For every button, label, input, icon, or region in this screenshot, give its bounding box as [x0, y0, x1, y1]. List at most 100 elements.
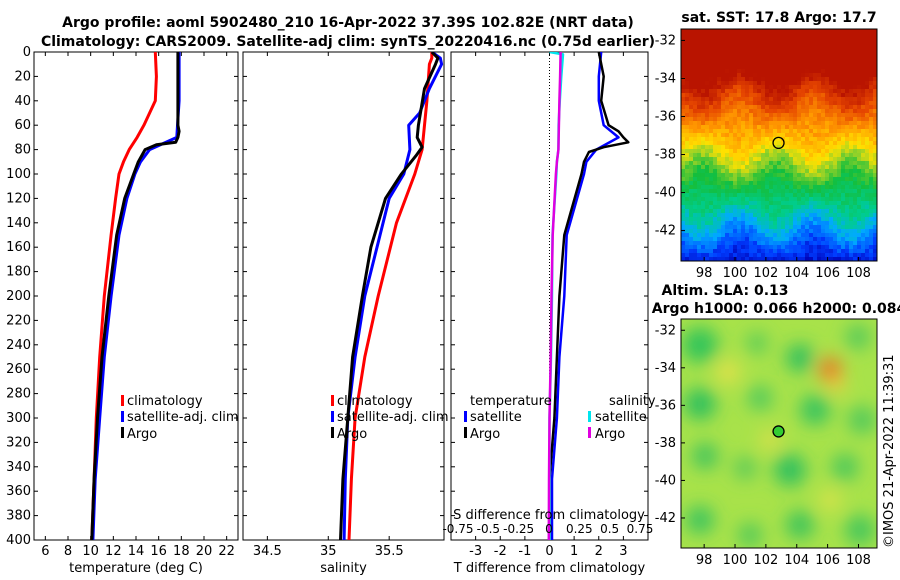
legend-swatch-t-satellite [464, 411, 467, 422]
sst-cell [821, 45, 826, 50]
sst-cell [809, 137, 814, 142]
sst-cell [697, 213, 702, 218]
sst-cell [869, 109, 874, 114]
sst-cell [709, 185, 714, 190]
sst-cell [717, 161, 722, 166]
sst-cell [809, 33, 814, 38]
sst-cell [777, 109, 782, 114]
sla-anomaly-blob [748, 386, 772, 410]
sst-cell [857, 181, 862, 186]
sst-cell [765, 125, 770, 130]
sst-cell [689, 257, 694, 262]
sst-cell [765, 245, 770, 250]
sst-cell [693, 97, 698, 102]
sst-cell [857, 149, 862, 154]
sst-map: sat. SST: 17.8 Argo: 17.798 100 102 104 106 1… [655, 10, 878, 281]
sst-cell [821, 109, 826, 114]
sst-cell [753, 141, 758, 146]
sst-cell [697, 249, 702, 254]
sst-cell [829, 105, 834, 110]
sst-cell [813, 53, 818, 58]
sst-cell [825, 181, 830, 186]
sst-cell [781, 105, 786, 110]
sst-cell [777, 193, 782, 198]
sst-cell [869, 149, 874, 154]
sst-cell [753, 89, 758, 94]
sst-cell [733, 253, 738, 258]
sst-cell [801, 137, 806, 142]
sst-cell [833, 89, 838, 94]
sst-cell [717, 29, 722, 34]
sst-cell [821, 165, 826, 170]
sst-cell [721, 137, 726, 142]
sst-cell [797, 245, 802, 250]
sst-cell [853, 241, 858, 246]
sst-cell [785, 225, 790, 230]
sst-cell [833, 169, 838, 174]
sst-cell [693, 73, 698, 78]
legend-swatch-climatology [331, 395, 334, 406]
sst-cell [849, 153, 854, 158]
sst-cell [801, 161, 806, 166]
sst-cell [817, 85, 822, 90]
sst-cell [729, 81, 734, 86]
sst-cell [689, 217, 694, 222]
sst-cell [821, 93, 826, 98]
sst-cell [817, 209, 822, 214]
sst-cell [793, 57, 798, 62]
sst-cell [861, 185, 866, 190]
sst-cell [801, 217, 806, 222]
sst-cell [737, 37, 742, 42]
x-tick-label: 3 [619, 544, 627, 559]
sst-cell [737, 81, 742, 86]
sst-cell [841, 197, 846, 202]
sst-cell [825, 133, 830, 138]
sst-cell [717, 185, 722, 190]
sst-cell [837, 137, 842, 142]
sst-cell [757, 133, 762, 138]
sst-cell [701, 93, 706, 98]
sst-cell [709, 29, 714, 34]
sst-cell [869, 217, 874, 222]
sst-heatmap [681, 29, 878, 262]
x-tick-label: 12 [105, 544, 122, 559]
sst-cell [733, 77, 738, 82]
sst-cell [697, 121, 702, 126]
sst-cell [805, 61, 810, 66]
sst-cell [789, 241, 794, 246]
sst-cell [761, 53, 766, 58]
sst-cell [805, 233, 810, 238]
sst-cell [793, 105, 798, 110]
sst-cell [853, 253, 858, 258]
sst-cell [801, 45, 806, 50]
sst-cell [853, 61, 858, 66]
sst-cell [745, 173, 750, 178]
sst-cell [733, 121, 738, 126]
sst-cell [845, 49, 850, 54]
sst-cell [793, 69, 798, 74]
sst-cell [833, 109, 838, 114]
sst-cell [817, 213, 822, 218]
sst-cell [857, 229, 862, 234]
sst-cell [869, 133, 874, 138]
sst-cell [717, 149, 722, 154]
sst-cell [709, 161, 714, 166]
sst-cell [801, 93, 806, 98]
sst-cell [705, 221, 710, 226]
sst-cell [741, 117, 746, 122]
sst-cell [689, 137, 694, 142]
sst-cell [733, 117, 738, 122]
sst-cell [777, 89, 782, 94]
sst-cell [853, 249, 858, 254]
sst-cell [833, 213, 838, 218]
sst-cell [829, 237, 834, 242]
sst-cell [765, 137, 770, 142]
sst-cell [849, 93, 854, 98]
sst-cell [761, 165, 766, 170]
sst-cell [785, 125, 790, 130]
sst-cell [697, 253, 702, 258]
sst-cell [813, 73, 818, 78]
sst-cell [801, 41, 806, 46]
sst-cell [809, 233, 814, 238]
